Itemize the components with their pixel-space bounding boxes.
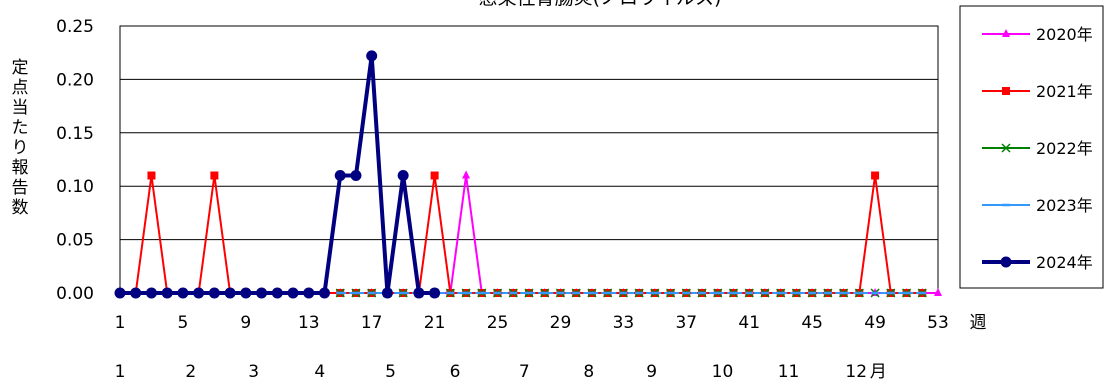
plot-area	[119, 25, 939, 294]
data-point	[366, 50, 378, 62]
chart-title: 感染性胃腸炎(ノロウイルス)	[479, 0, 722, 9]
legend: 2020年 2021年 2022年 2023年 2024年	[959, 5, 1104, 289]
data-point	[1001, 143, 1011, 153]
month-tick-label: 5	[385, 362, 396, 382]
month-tick-label: 8	[583, 362, 594, 382]
month-tick-label: 3	[248, 362, 259, 382]
data-point	[1000, 256, 1012, 268]
y-axis-label-char: 点	[11, 78, 29, 98]
month-tick-label: 2	[185, 362, 196, 382]
legend-item: 2023年	[982, 196, 1093, 215]
data-point	[397, 170, 409, 182]
data-point	[350, 170, 362, 182]
gridlines	[120, 78, 938, 241]
data-point	[934, 288, 942, 296]
series-layer	[114, 50, 942, 299]
legend-item: 2024年	[982, 253, 1093, 272]
data-point	[430, 171, 439, 180]
data-point	[114, 287, 126, 299]
x-tick-label: 49	[864, 313, 886, 333]
x-tick-label: 29	[550, 313, 572, 333]
data-point	[147, 171, 156, 180]
y-axis-label-char: 定	[11, 58, 29, 78]
y-axis-label-char: 報	[11, 158, 29, 178]
x-tick-label: 9	[240, 313, 251, 333]
data-point	[161, 287, 173, 299]
data-point	[193, 287, 205, 299]
data-point	[177, 287, 189, 299]
data-point	[429, 287, 441, 299]
x-axis-label: 週	[970, 313, 987, 333]
y-tick-label: 0.05	[56, 231, 94, 251]
month-tick-label: 10	[712, 362, 734, 382]
month-tick-label: 6	[450, 362, 461, 382]
x-tick-label: 41	[738, 313, 760, 333]
data-point	[413, 287, 425, 299]
x-tick-label: 5	[178, 313, 189, 333]
data-point	[462, 170, 471, 179]
data-point	[224, 287, 236, 299]
data-point	[381, 287, 393, 299]
data-point	[1002, 87, 1010, 95]
month-tick-label: 4	[314, 362, 325, 382]
month-tick-label: 9	[646, 362, 657, 382]
legend-label: 2024年	[1036, 253, 1093, 272]
month-tick-label: 7	[519, 362, 530, 382]
month-tick-label: 12	[845, 362, 867, 382]
data-point	[256, 287, 268, 299]
data-point	[240, 287, 252, 299]
axes: 0.000.050.100.150.200.251 5 9 13 17 21 25 29 33 3…	[56, 17, 986, 382]
data-point	[287, 287, 299, 299]
data-point	[334, 170, 346, 182]
data-point	[145, 287, 157, 299]
y-axis-label: 定点当たり報告数	[8, 58, 32, 218]
legend-item: 2022年	[982, 139, 1093, 158]
y-axis-label-char: 当	[11, 98, 29, 118]
month-tick-label: 11	[778, 362, 800, 382]
data-point	[271, 287, 283, 299]
x-tick-label: 17	[361, 313, 383, 333]
x-tick-label: 21	[424, 313, 446, 333]
x-tick-label: 53	[927, 313, 949, 333]
series-2024年	[114, 50, 441, 299]
data-point	[303, 287, 315, 299]
data-point	[208, 287, 220, 299]
legend-item: 2020年	[982, 25, 1093, 44]
data-point	[319, 287, 330, 299]
y-tick-label: 0.10	[56, 177, 94, 197]
x-tick-label: 1	[115, 313, 126, 333]
month-axis-label: 月	[870, 362, 887, 382]
data-point	[210, 171, 219, 180]
x-tick-label: 33	[613, 313, 635, 333]
y-tick-label: 0.00	[56, 284, 94, 304]
y-axis-label-char: 数	[11, 198, 29, 218]
y-axis-label-char: り	[11, 138, 29, 158]
data-point	[871, 171, 880, 180]
y-axis-label-char: た	[11, 118, 29, 138]
y-axis-label-char: 告	[11, 178, 29, 198]
x-tick-label: 37	[675, 313, 697, 333]
data-point	[130, 287, 142, 299]
legend-label: 2023年	[1036, 196, 1093, 215]
y-tick-label: 0.20	[56, 70, 94, 90]
legend-label: 2021年	[1036, 82, 1093, 101]
x-tick-label: 45	[801, 313, 823, 333]
y-tick-label: 0.25	[56, 17, 94, 37]
legend-label: 2022年	[1036, 139, 1093, 158]
month-tick-label: 1	[115, 362, 126, 382]
legend-label: 2020年	[1036, 25, 1093, 44]
data-point	[1002, 29, 1010, 37]
x-tick-label: 13	[298, 313, 320, 333]
x-tick-label: 25	[487, 313, 509, 333]
y-tick-label: 0.15	[56, 124, 94, 144]
legend-item: 2021年	[982, 82, 1093, 101]
